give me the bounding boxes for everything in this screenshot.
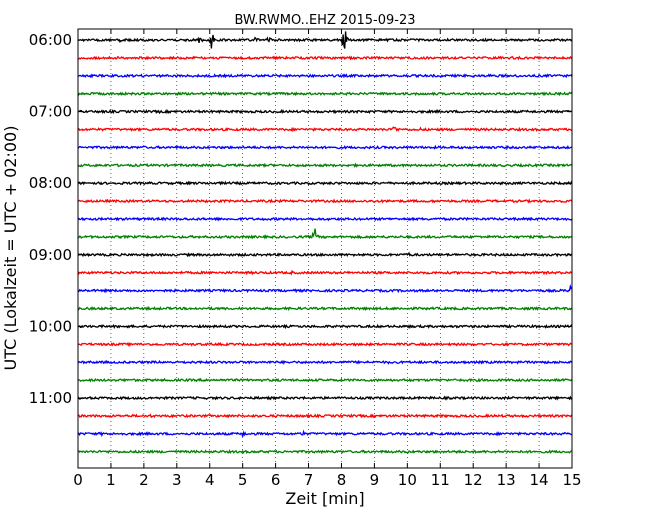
trace-line <box>77 55 573 61</box>
trace-line <box>77 283 573 294</box>
x-axis-label: Zeit [min] <box>285 489 364 508</box>
y-tick-label: 06:00 <box>29 31 72 49</box>
trace-line <box>77 91 573 97</box>
y-tick-label: 08:00 <box>29 174 72 192</box>
trace-line <box>77 448 573 455</box>
x-tick-label: 6 <box>271 471 281 489</box>
y-tick-label: 07:00 <box>29 103 72 121</box>
trace-line <box>77 31 573 49</box>
x-tick-label: 15 <box>562 471 581 489</box>
x-tick-label: 13 <box>497 471 516 489</box>
x-tick-label: 3 <box>172 471 182 489</box>
trace-line <box>77 341 573 348</box>
trace-line <box>77 180 573 186</box>
trace-line <box>77 144 573 150</box>
trace-line <box>77 305 573 312</box>
trace-line <box>77 108 573 115</box>
x-tick-label: 4 <box>205 471 215 489</box>
axes-frame <box>77 28 573 469</box>
x-tick-label: 10 <box>398 471 417 489</box>
x-tick-label: 7 <box>304 471 314 489</box>
trace-line <box>77 323 573 330</box>
trace-line <box>77 216 573 222</box>
trace-line <box>77 377 573 383</box>
trace-line <box>77 73 573 79</box>
y-tick-label: 10:00 <box>29 317 72 335</box>
trace-line <box>77 198 573 204</box>
y-axis-label: UTC (Lokalzeit = UTC + 02:00) <box>1 126 20 371</box>
trace-line <box>77 359 573 365</box>
trace-line <box>77 162 573 169</box>
x-tick-label: 14 <box>530 471 549 489</box>
trace-line <box>77 228 573 240</box>
tick-layer: 0 1 2 3 4 5 6 7 8 9 10 11 12 13 14 1506:0007:0008:0009:… <box>29 29 582 489</box>
chart-title: BW.RWMO..EHZ 2015-09-23 <box>234 13 415 28</box>
x-tick-label: 11 <box>431 471 450 489</box>
trace-line <box>77 126 572 133</box>
trace-layer <box>77 31 573 455</box>
y-tick-label: 09:00 <box>29 246 72 264</box>
x-tick-label: 0 <box>73 471 83 489</box>
x-tick-label: 5 <box>238 471 248 489</box>
trace-line <box>77 429 573 438</box>
y-tick-label: 11:00 <box>29 389 72 407</box>
trace-line <box>77 269 573 276</box>
trace-line <box>77 395 573 401</box>
trace-line <box>77 413 573 419</box>
x-tick-label: 8 <box>337 471 347 489</box>
grid-lines <box>110 29 540 468</box>
x-tick-label: 1 <box>106 471 116 489</box>
x-tick-label: 9 <box>370 471 380 489</box>
trace-line <box>77 251 573 258</box>
x-tick-label: 2 <box>139 471 149 489</box>
x-tick-label: 12 <box>464 471 483 489</box>
